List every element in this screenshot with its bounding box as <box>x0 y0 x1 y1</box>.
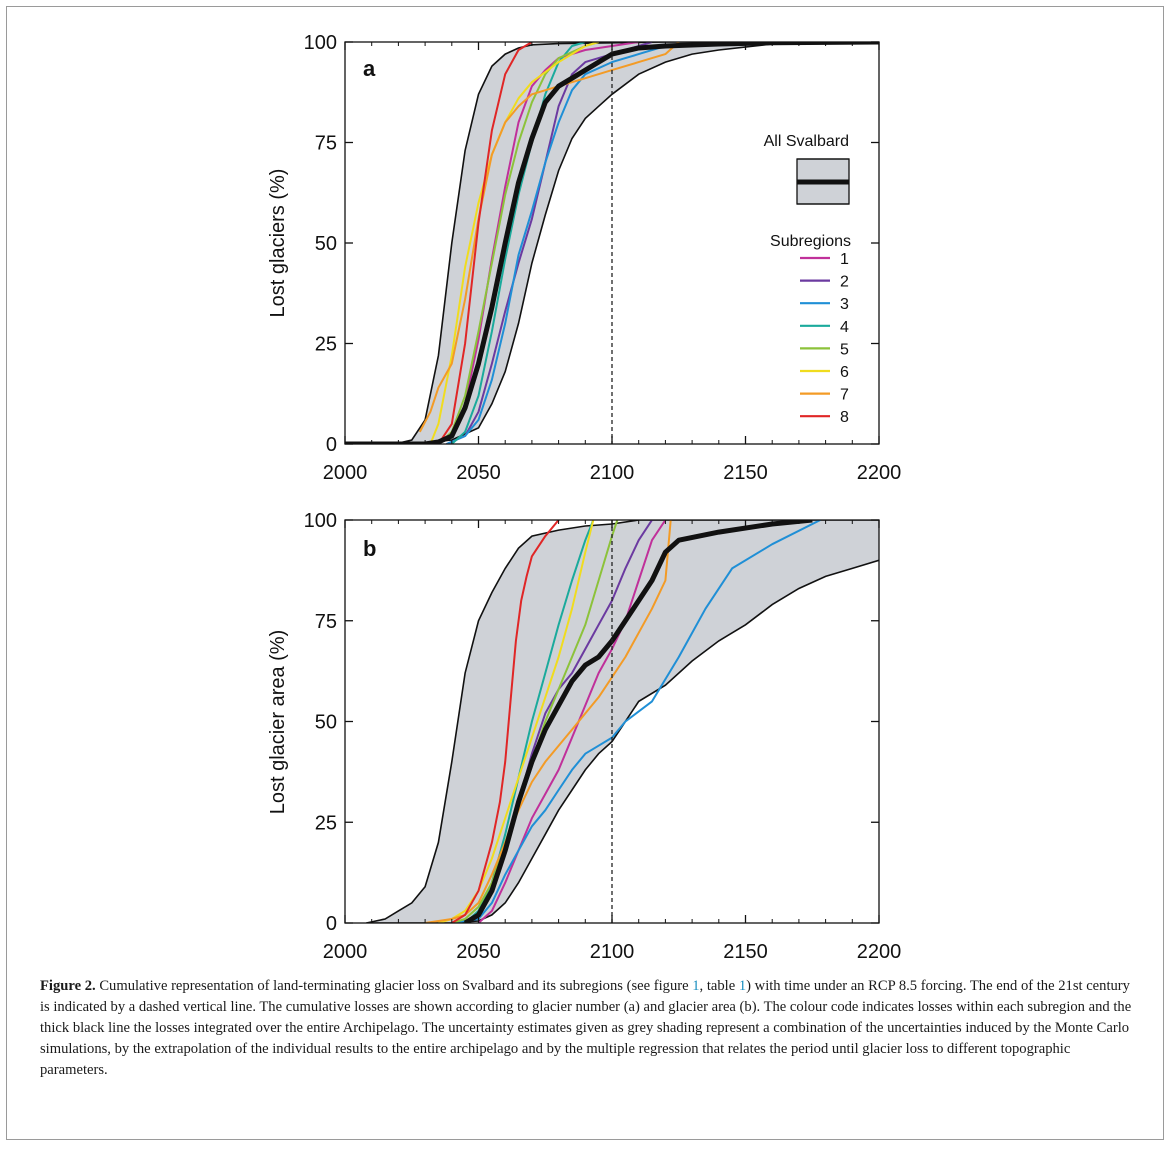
y-tick-label-b: 0 <box>326 913 337 935</box>
x-tick-label-b: 2100 <box>590 941 635 963</box>
y-tick-label-a: 25 <box>315 334 337 356</box>
legend-label-7: 7 <box>840 387 849 404</box>
y-axis-label-a: Lost glaciers (%) <box>267 169 289 318</box>
series-line-a-5 <box>437 42 599 444</box>
x-tick-label-a: 2100 <box>590 462 635 484</box>
x-tick-label-a: 2150 <box>723 462 768 484</box>
panel-label-a: a <box>363 56 376 81</box>
x-tick-label-a: 2050 <box>456 462 501 484</box>
figure-caption: Figure 2. Cumulative representation of l… <box>40 976 1135 1081</box>
legend-label-6: 6 <box>840 364 849 381</box>
y-tick-label-b: 50 <box>315 712 337 734</box>
figure-frame <box>6 6 1164 1140</box>
series-line-a-3 <box>446 42 719 444</box>
legend-label-4: 4 <box>840 319 849 336</box>
caption-figure-ref[interactable]: 1 <box>692 978 700 994</box>
panel-label-b: b <box>363 536 376 561</box>
y-tick-label-a: 75 <box>315 133 337 155</box>
x-tick-label-b: 2200 <box>857 941 902 963</box>
legend-label-1: 1 <box>840 251 849 268</box>
series-line-b-3 <box>451 520 821 923</box>
caption-text-2: , table <box>699 978 739 994</box>
y-tick-label-a: 0 <box>326 434 337 456</box>
series-line-b-1 <box>477 520 667 923</box>
y-tick-label-b: 75 <box>315 611 337 633</box>
x-tick-label-b: 2000 <box>323 941 368 963</box>
y-tick-label-b: 25 <box>315 812 337 834</box>
y-tick-label-a: 50 <box>315 233 337 255</box>
y-tick-label-a: 100 <box>304 32 337 54</box>
caption-table-ref[interactable]: 1 <box>738 978 747 994</box>
x-tick-label-b: 2150 <box>723 941 768 963</box>
legend-label-2: 2 <box>840 274 849 291</box>
series-line-a-all-svalbard <box>345 42 879 444</box>
series-line-b-7 <box>424 520 672 923</box>
series-line-b-8 <box>451 520 560 923</box>
series-line-a-7 <box>418 42 680 433</box>
y-tick-label-b: 100 <box>304 510 337 532</box>
uncertainty-band-b <box>366 520 879 923</box>
legend: All Svalbard Subregions 1 2 3 4 5 6 7 8 <box>764 133 851 426</box>
band-lower-line-b <box>366 559 879 923</box>
caption-text-1: Cumulative representation of land-termin… <box>95 978 693 994</box>
legend-label-8: 8 <box>840 409 849 426</box>
band-upper-line-b <box>366 520 879 923</box>
legend-subregions-title: Subregions <box>770 233 851 250</box>
panel-b: 2000 2050 2100 2150 2200 0 25 50 75 100 b Lost gl… <box>267 510 901 963</box>
x-tick-label-b: 2050 <box>456 941 501 963</box>
series-line-b-all-svalbard <box>463 520 813 923</box>
legend-band-title: All Svalbard <box>764 133 849 150</box>
series-line-a-8 <box>437 42 533 444</box>
x-tick-label-a: 2000 <box>323 462 368 484</box>
y-axis-label-b: Lost glacier area (%) <box>267 630 289 815</box>
x-tick-label-a: 2200 <box>857 462 902 484</box>
legend-label-3: 3 <box>840 296 849 313</box>
legend-label-5: 5 <box>840 341 849 358</box>
caption-text-3: ) with time under an RCP 8.5 forcing. Th… <box>40 978 1132 1078</box>
series-line-b-6 <box>438 520 595 923</box>
caption-label: Figure 2. <box>40 978 96 994</box>
